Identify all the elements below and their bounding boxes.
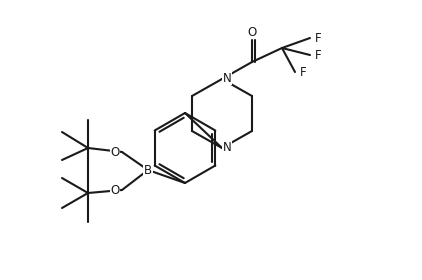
Text: F: F bbox=[315, 32, 321, 45]
Text: O: O bbox=[111, 146, 119, 158]
Text: O: O bbox=[111, 183, 119, 197]
Text: N: N bbox=[223, 141, 231, 153]
Text: B: B bbox=[144, 164, 152, 176]
Text: O: O bbox=[247, 25, 257, 39]
Text: F: F bbox=[315, 48, 321, 62]
Text: N: N bbox=[223, 71, 231, 85]
Text: F: F bbox=[300, 66, 306, 78]
